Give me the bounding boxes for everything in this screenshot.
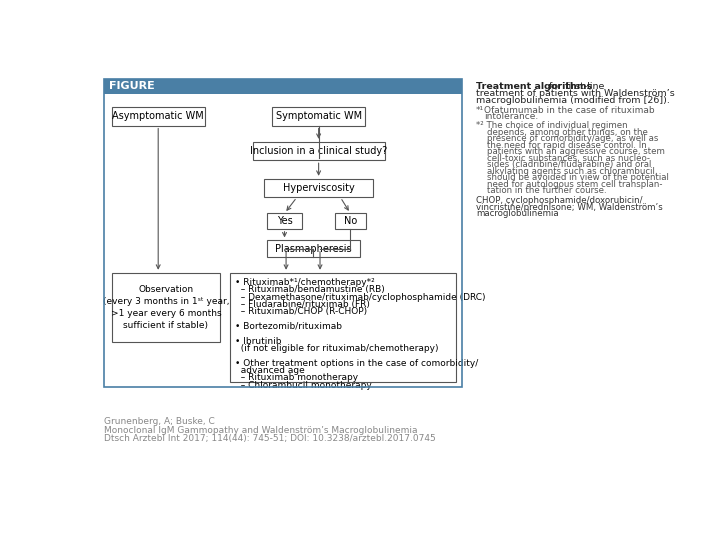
Text: tation in the further course.: tation in the further course. [476, 186, 606, 195]
Text: cell-toxic substances, such as nucleo-: cell-toxic substances, such as nucleo- [476, 154, 650, 163]
Text: Grunenberg, A; Buske, C: Grunenberg, A; Buske, C [104, 417, 215, 427]
Text: advanced age: advanced age [235, 366, 305, 375]
Text: intolerance.: intolerance. [484, 112, 538, 121]
Bar [272, 107, 365, 126]
Text: presence of comorbidity/age, as well as: presence of comorbidity/age, as well as [476, 134, 658, 143]
Text: No: No [343, 216, 357, 226]
Text: – Rituximab/CHOP (R-CHOP): – Rituximab/CHOP (R-CHOP) [235, 307, 367, 316]
Text: for first-line: for first-line [546, 82, 604, 91]
Text: CHOP, cyclophosphamide/doxorubicin/: CHOP, cyclophosphamide/doxorubicin/ [476, 196, 642, 205]
Bar [230, 273, 456, 382]
Text: – Dexamethasone/rituximab/cyclophosphamide (DRC): – Dexamethasone/rituximab/cyclophosphami… [235, 293, 485, 302]
Text: Monoclonal IgM Gammopathy and Waldenström’s Macroglobulinemia: Monoclonal IgM Gammopathy and Waldenströ… [104, 426, 418, 435]
Text: patients with an aggressive course, stem: patients with an aggressive course, stem [476, 147, 665, 156]
Text: *² The choice of individual regimen: *² The choice of individual regimen [476, 121, 628, 130]
Text: vincristine/prednisone; WM, Waldenström’s: vincristine/prednisone; WM, Waldenström’… [476, 202, 662, 212]
Text: Yes: Yes [276, 216, 292, 226]
Text: treatment of patients with Waldenström’s: treatment of patients with Waldenström’s [476, 89, 675, 98]
Text: Asymptomatic WM: Asymptomatic WM [112, 111, 204, 122]
Text: Dtsch Arztebl Int 2017; 114(44): 745-51; DOI: 10.3238/arztebl.2017.0745: Dtsch Arztebl Int 2017; 114(44): 745-51;… [104, 434, 436, 443]
Text: Hyperviscosity: Hyperviscosity [283, 183, 354, 193]
Text: • Bortezomib/rituximab: • Bortezomib/rituximab [235, 322, 342, 331]
Text: (if not eligible for rituximab/chemotherapy): (if not eligible for rituximab/chemother… [235, 344, 438, 353]
Bar [266, 213, 302, 229]
Bar [253, 142, 384, 160]
Text: should be avoided in view of the potential: should be avoided in view of the potenti… [476, 173, 669, 183]
Bar [112, 107, 204, 126]
Text: – Fludarabine/rituximab (FR): – Fludarabine/rituximab (FR) [235, 300, 370, 309]
Text: – Chlorambucil monotherapy: – Chlorambucil monotherapy [235, 381, 372, 389]
Text: sides (cladribine/fludarabine) and oral: sides (cladribine/fludarabine) and oral [476, 160, 652, 169]
Text: Ofatumumab in the case of rituximab: Ofatumumab in the case of rituximab [484, 106, 654, 114]
Text: • Rituximab*¹/chemotherapy*²: • Rituximab*¹/chemotherapy*² [235, 278, 374, 287]
Text: macroglobulinemia: macroglobulinemia [476, 209, 559, 218]
Bar [335, 213, 366, 229]
Text: FIGURE: FIGURE [109, 82, 154, 91]
Text: *¹: *¹ [476, 106, 484, 114]
Text: • Ibrutinib: • Ibrutinib [235, 336, 282, 346]
Text: depends, among other things, on the: depends, among other things, on the [476, 127, 648, 137]
Text: need for autologous stem cell transplan-: need for autologous stem cell transplan- [476, 180, 662, 189]
Bar [104, 79, 462, 94]
Text: alkylating agents such as chlorambucil,: alkylating agents such as chlorambucil, [476, 167, 657, 176]
Text: Observation
(every 3 months in 1ˢᵗ year,
>1 year every 6 months
sufficient if st: Observation (every 3 months in 1ˢᵗ year,… [103, 285, 229, 329]
Text: Plasmapheresis: Plasmapheresis [275, 244, 351, 254]
Text: Inclusion in a clinical study?: Inclusion in a clinical study? [250, 146, 387, 156]
Text: • Other treatment options in the case of comorbidity/: • Other treatment options in the case of… [235, 359, 478, 368]
Bar [112, 273, 220, 342]
Bar [264, 179, 373, 197]
Text: – Rituximab monotherapy: – Rituximab monotherapy [235, 373, 358, 382]
Text: Symptomatic WM: Symptomatic WM [276, 111, 361, 122]
Bar [104, 79, 462, 387]
Text: macroglobulinemia (modified from [26]).: macroglobulinemia (modified from [26]). [476, 96, 670, 105]
Bar [266, 240, 360, 257]
Text: the need for rapid disease control. In: the need for rapid disease control. In [476, 140, 647, 150]
Text: Treatment algorithms: Treatment algorithms [476, 82, 592, 91]
Text: – Rituximab/bendamustine (RB): – Rituximab/bendamustine (RB) [235, 286, 384, 294]
